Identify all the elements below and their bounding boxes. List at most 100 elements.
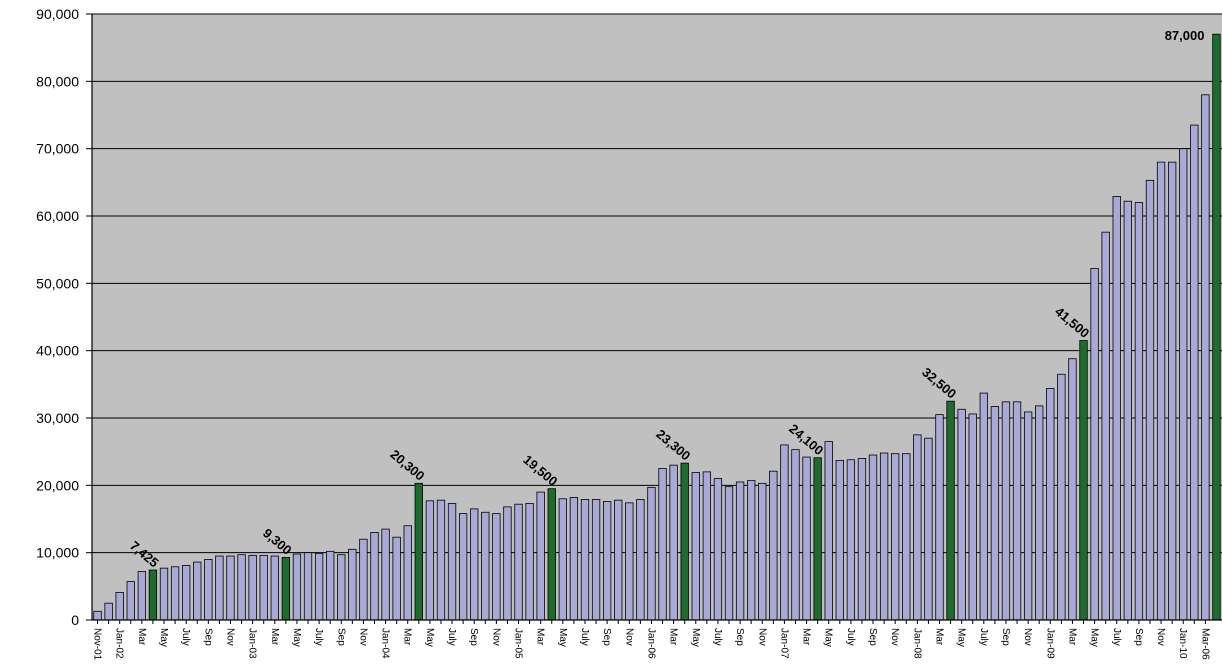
y-tick-label: 30,000	[36, 410, 79, 426]
x-tick-label: Nov	[490, 628, 501, 646]
bar	[126, 581, 135, 621]
bar	[1012, 401, 1022, 621]
x-tick-label: Nov	[1155, 628, 1166, 646]
y-tick-label: 20,000	[36, 477, 79, 493]
bar	[857, 457, 867, 621]
bar	[148, 569, 158, 621]
x-tick-label: Mar	[535, 628, 546, 646]
x-tick-label: Jan-07	[778, 628, 789, 659]
y-axis: 0 10,000 20,000 30,000 40,000 50,000 60,000 70,…	[36, 6, 93, 628]
bar	[1179, 148, 1188, 621]
x-tick-label: Nov	[357, 628, 368, 646]
bar	[370, 532, 379, 621]
bar	[990, 406, 1000, 621]
x-tick-label: Nov	[224, 628, 235, 646]
bar	[1068, 358, 1077, 621]
x-tick-label: July	[978, 628, 989, 646]
x-tick-label: Jan-09	[1044, 628, 1055, 659]
x-tick-label: Sep	[1133, 628, 1144, 646]
bar	[481, 511, 490, 621]
bar	[724, 486, 734, 621]
bar	[292, 553, 302, 621]
x-tick-label: Nov	[889, 628, 900, 646]
bar	[104, 602, 113, 621]
x-tick-label: July	[313, 628, 324, 646]
bar	[924, 437, 933, 621]
bar	[314, 552, 324, 621]
bar	[137, 571, 147, 621]
bar	[580, 499, 590, 621]
bar	[1079, 340, 1088, 621]
bar	[569, 497, 579, 621]
bar	[1046, 387, 1055, 621]
bar	[1035, 405, 1044, 621]
x-tick-label: Nov	[1022, 628, 1033, 646]
x-tick-label: Nov	[623, 628, 634, 646]
bar	[713, 478, 723, 621]
x-tick-label: May	[557, 628, 568, 647]
x-tick-label: May	[956, 628, 967, 647]
x-tick-label: May	[424, 628, 435, 647]
bar	[348, 548, 357, 621]
bar	[326, 550, 335, 621]
bar	[868, 454, 878, 621]
y-tick-label: 60,000	[36, 208, 79, 224]
x-tick-label: Mar	[402, 628, 413, 646]
bar	[846, 459, 856, 621]
x-tick-label: Sep	[335, 628, 346, 646]
bar	[946, 400, 955, 621]
bar	[492, 513, 501, 621]
x-tick-label: July	[180, 628, 191, 646]
bar	[1123, 200, 1132, 621]
y-tick-label: 80,000	[36, 73, 79, 89]
bar	[769, 470, 778, 621]
bar	[824, 441, 833, 621]
y-tick-label: 70,000	[36, 141, 79, 157]
x-tick-label: Jan-03	[247, 628, 258, 659]
bar	[1201, 94, 1210, 621]
x-tick-label: July	[712, 628, 723, 646]
bar	[414, 482, 423, 621]
bar	[835, 460, 844, 621]
bar	[758, 482, 767, 621]
bar	[1023, 411, 1033, 621]
bar	[802, 456, 811, 621]
bar	[735, 481, 745, 621]
y-tick-label: 40,000	[36, 343, 79, 359]
bar	[204, 559, 213, 621]
bar	[979, 392, 988, 621]
x-tick-label: Mar	[269, 628, 280, 646]
bar	[647, 486, 656, 621]
bar	[525, 503, 534, 621]
bar	[392, 536, 401, 621]
bar	[1112, 196, 1121, 621]
bar	[237, 554, 246, 621]
bar	[1134, 202, 1144, 621]
x-tick-label: Nov	[756, 628, 767, 646]
bar	[303, 552, 313, 621]
x-tick-label: Jan-04	[380, 628, 391, 659]
bar	[248, 554, 257, 621]
bar	[780, 444, 789, 621]
bar	[436, 499, 446, 621]
plot-area	[92, 14, 1222, 620]
x-axis: Nov-01 Jan-02 Mar May July Sep Nov Jan-03 Mar May…	[92, 619, 1222, 661]
bar	[270, 555, 279, 621]
x-tick-label: July	[845, 628, 856, 646]
bar	[536, 491, 545, 621]
bar	[281, 556, 291, 621]
x-tick-label: Jan-10	[1177, 628, 1188, 659]
bar	[791, 449, 800, 621]
bar	[1156, 161, 1166, 621]
x-tick-label: May	[690, 628, 701, 647]
bar	[170, 566, 180, 621]
bar	[1212, 33, 1221, 621]
bar	[1167, 161, 1177, 621]
x-tick-label: Jan-08	[911, 628, 922, 659]
bar	[337, 554, 346, 621]
bar	[691, 472, 700, 621]
x-tick-label: May	[823, 628, 834, 647]
x-tick-label: Nov-01	[92, 628, 103, 661]
bar	[935, 414, 944, 621]
bar	[226, 555, 235, 621]
